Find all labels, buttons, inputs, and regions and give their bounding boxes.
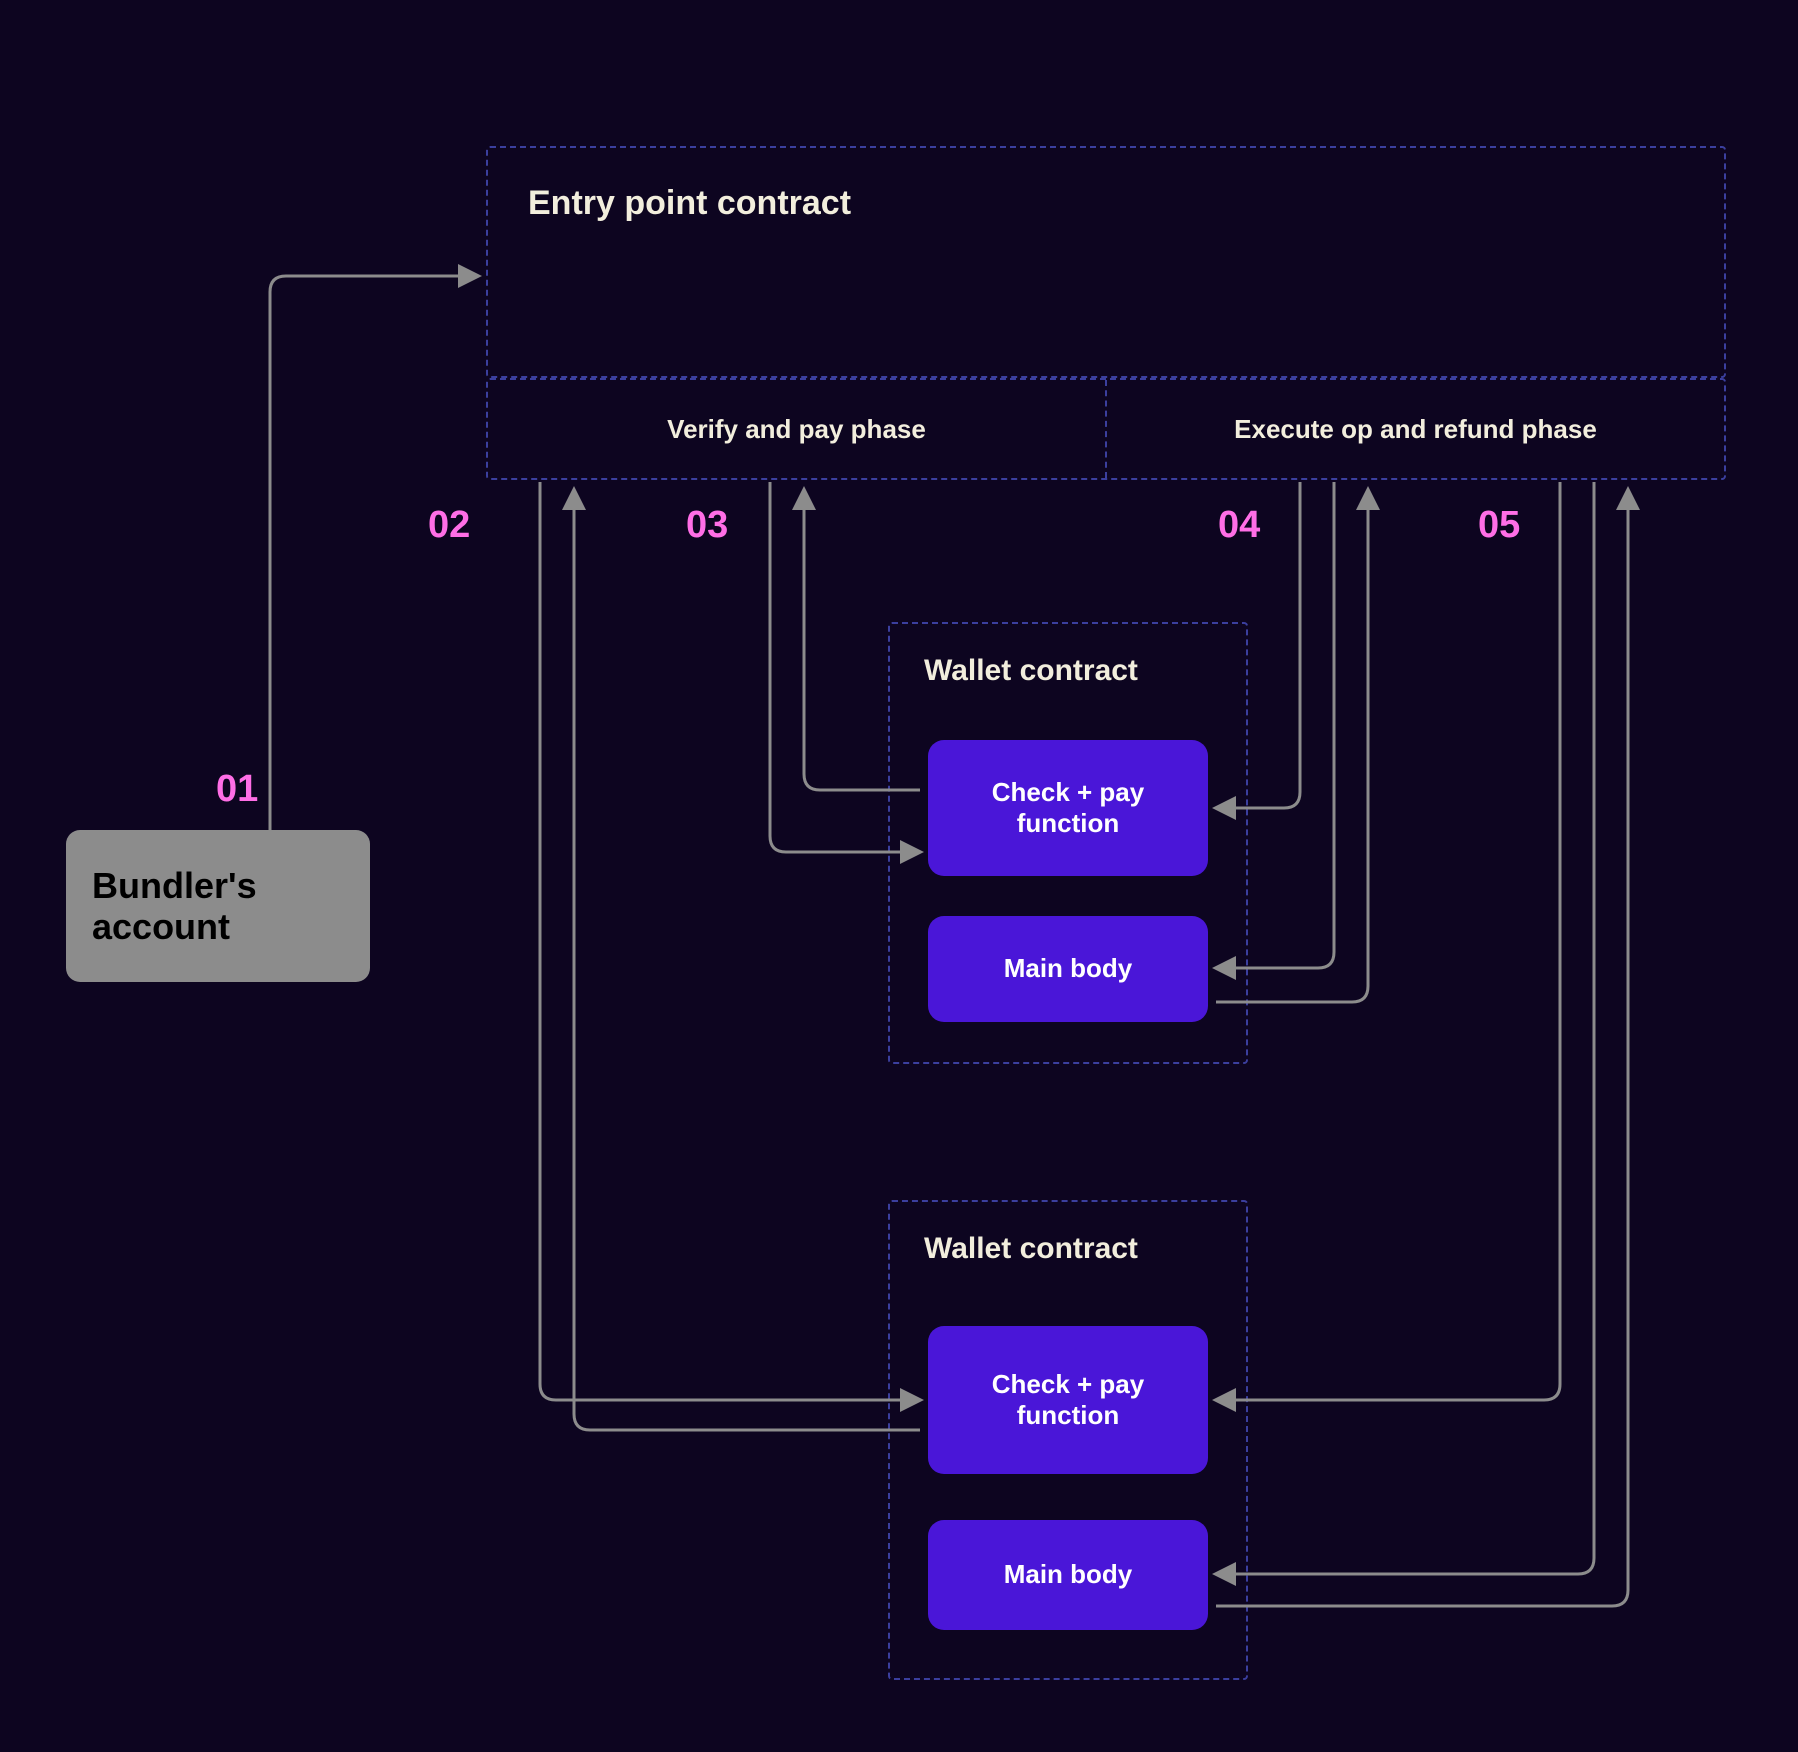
wallet2-main-fn: Main body <box>928 1520 1208 1630</box>
arrow-05-to-main <box>1216 482 1594 1574</box>
wallet1-check-fn: Check + pay function <box>928 740 1208 876</box>
bundler-label: Bundler's account <box>92 865 370 948</box>
arrow-02-up <box>574 490 920 1430</box>
bundler-box: Bundler's account <box>66 830 370 982</box>
arrow-05-to-check <box>1216 482 1560 1400</box>
arrow-05-up <box>1216 490 1628 1606</box>
diagram-canvas: Entry point contract Verify and pay phas… <box>0 0 1798 1752</box>
wallet1-main-fn: Main body <box>928 916 1208 1022</box>
phase-row: Verify and pay phase Execute op and refu… <box>486 378 1726 480</box>
arrow-01 <box>270 276 478 830</box>
execute-phase-cell: Execute op and refund phase <box>1107 380 1724 478</box>
step-04: 04 <box>1218 504 1260 547</box>
verify-phase-label: Verify and pay phase <box>667 414 926 445</box>
wallet2-check-fn: Check + pay function <box>928 1326 1208 1474</box>
wallet1-title: Wallet contract <box>924 654 1138 688</box>
entry-point-title: Entry point contract <box>528 184 851 223</box>
wallet2-title: Wallet contract <box>924 1232 1138 1266</box>
arrow-02-down <box>540 482 920 1400</box>
entry-point-box: Entry point contract <box>486 146 1726 378</box>
execute-phase-label: Execute op and refund phase <box>1234 414 1597 445</box>
verify-phase-cell: Verify and pay phase <box>488 380 1107 478</box>
step-01: 01 <box>216 768 258 811</box>
step-05: 05 <box>1478 504 1520 547</box>
step-02: 02 <box>428 504 470 547</box>
step-03: 03 <box>686 504 728 547</box>
